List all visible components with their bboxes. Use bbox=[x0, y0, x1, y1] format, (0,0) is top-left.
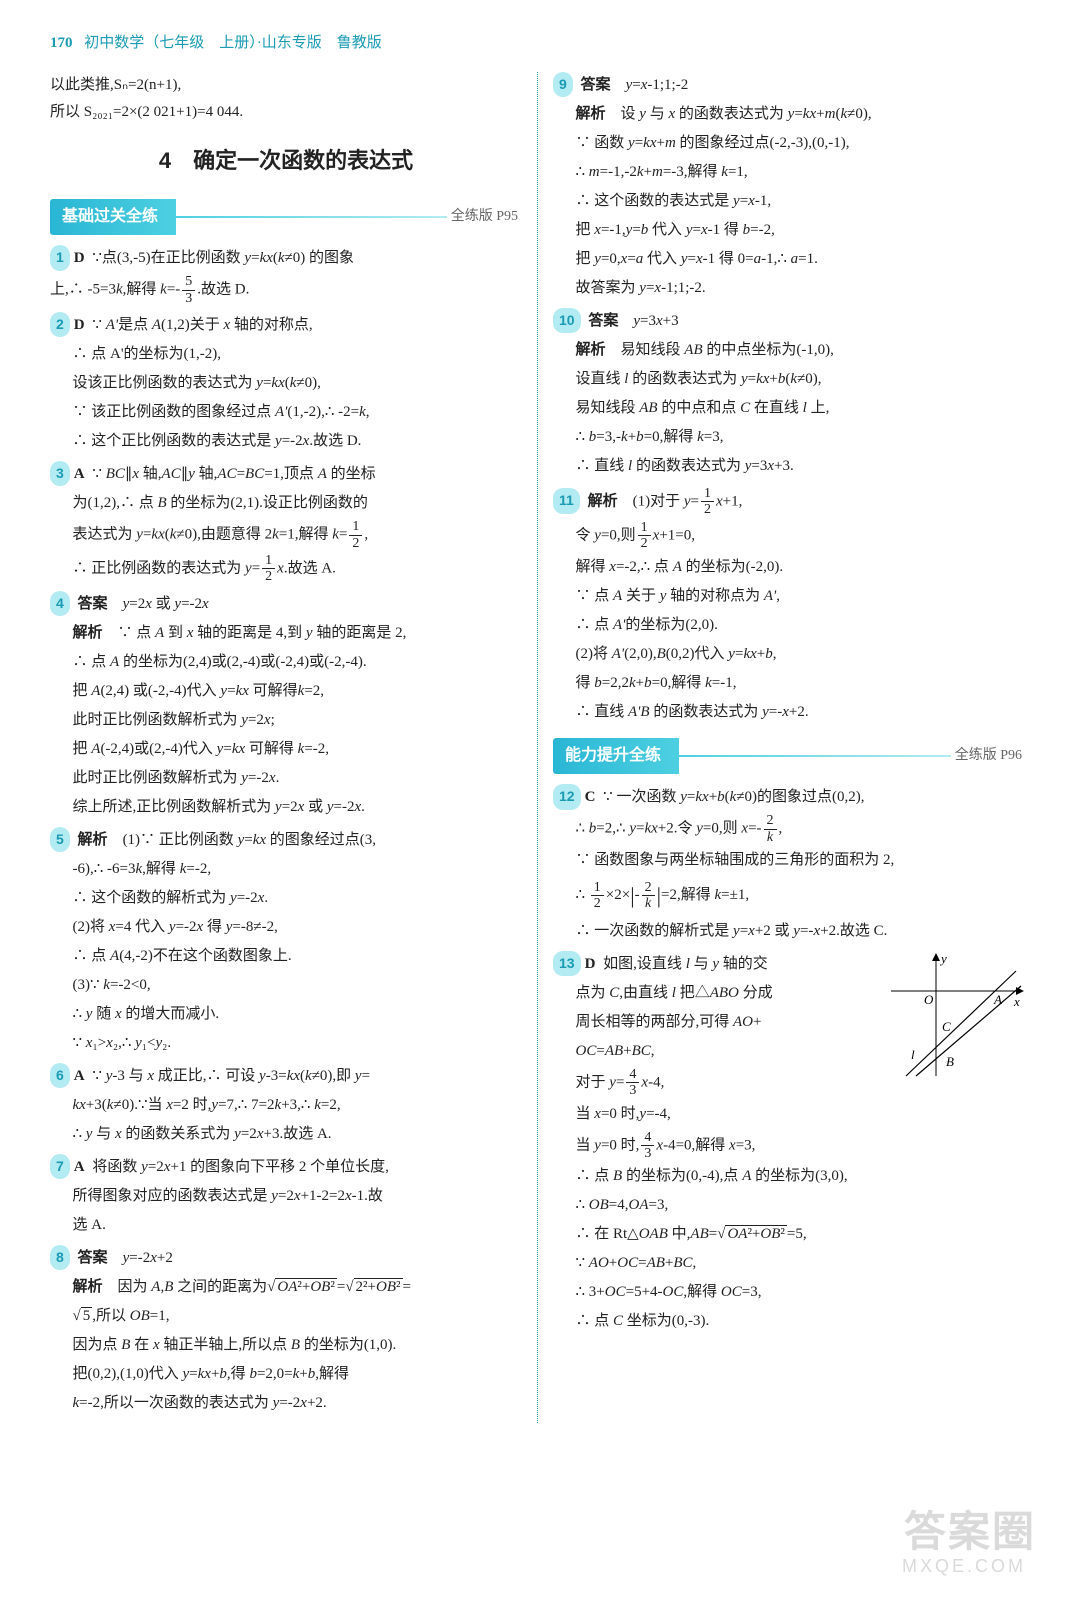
axis-x-label: x bbox=[1013, 994, 1020, 1009]
answer-letter: C bbox=[585, 789, 596, 805]
question-6: 6A ∵ y-3 与 x 成正比,∴ 可设 y-3=kx(k≠0),即 y= k… bbox=[50, 1063, 522, 1148]
question-9: 9 答案 y=x-1;1;-2 解析 设 y 与 x 的函数表达式为 y=kx+… bbox=[553, 72, 1026, 302]
origin-label: O bbox=[924, 992, 934, 1007]
answer-letter: A bbox=[74, 466, 85, 482]
question-1: 1D ∵点(3,-5)在正比例函数 y=kx(k≠0) 的图象 上,∴ -5=3… bbox=[50, 245, 522, 306]
line: ∴ 点 A'的坐标为(1,-2), bbox=[50, 341, 522, 368]
label: 答案 bbox=[78, 596, 108, 612]
question-5: 5 解析 (1)∵ 正比例函数 y=kx 的图象经过点(3, -6),∴ -6=… bbox=[50, 827, 522, 1057]
intro-line: 以此类推,Sₙ=2(n+1), bbox=[50, 72, 522, 99]
banner-label: 基础过关全练 bbox=[50, 199, 176, 236]
q-badge: 11 bbox=[553, 488, 580, 513]
q-badge: 7 bbox=[50, 1154, 70, 1179]
q-badge: 12 bbox=[553, 784, 581, 809]
banner-ref: 全练版 P96 bbox=[951, 743, 1026, 768]
label: 解析 bbox=[588, 493, 618, 509]
q-badge: 5 bbox=[50, 827, 70, 852]
label: 解析 bbox=[78, 832, 108, 848]
answer-letter: A bbox=[74, 1068, 85, 1084]
answer-letter: A bbox=[74, 1159, 85, 1175]
intro-line: 所以 S₂₀₂₁=2×(2 021+1)=4 044. bbox=[50, 99, 522, 126]
answer-letter: D bbox=[74, 250, 85, 266]
answer-letter: D bbox=[74, 317, 85, 333]
question-3: 3A ∵ BC∥x 轴,AC∥y 轴,AC=BC=1,顶点 A 的坐标 为(1,… bbox=[50, 461, 522, 585]
line-l-label: l bbox=[911, 1047, 915, 1062]
label: 答案 bbox=[581, 77, 611, 93]
banner-line bbox=[679, 755, 951, 757]
page-header: 170 初中数学（七年级 上册）·山东专版 鲁教版 bbox=[50, 30, 1026, 57]
answer-letter: D bbox=[585, 956, 596, 972]
banner-label: 能力提升全练 bbox=[553, 738, 679, 775]
point-a-label: A bbox=[993, 992, 1002, 1007]
ability-banner: 能力提升全练 全练版 P96 bbox=[553, 738, 1026, 775]
point-c-label: C bbox=[942, 1019, 951, 1034]
jiexi-label: 解析 bbox=[576, 342, 606, 358]
q-badge: 4 bbox=[50, 591, 70, 616]
question-12: 12C ∵ 一次函数 y=kx+b(k≠0)的图象过点(0,2), ∴ b=2,… bbox=[553, 784, 1026, 944]
header-title: 初中数学（七年级 上册）·山东专版 鲁教版 bbox=[84, 35, 382, 51]
q-badge: 1 bbox=[50, 245, 70, 270]
question-4: 4 答案 y=2x 或 y=-2x 解析 ∵ 点 A 到 x 轴的距离是 4,到… bbox=[50, 591, 522, 821]
q-badge: 10 bbox=[553, 308, 581, 333]
watermark-main: 答案圈 bbox=[904, 1494, 1036, 1570]
left-column: 以此类推,Sₙ=2(n+1), 所以 S₂₀₂₁=2×(2 021+1)=4 0… bbox=[50, 72, 538, 1423]
question-2: 2D ∵ A'是点 A(1,2)关于 x 轴的对称点, ∴ 点 A'的坐标为(1… bbox=[50, 312, 522, 455]
q-badge: 2 bbox=[50, 312, 70, 337]
question-11: 11 解析 (1)对于 y=12x+1, 令 y=0,则12x+1=0, 解得 … bbox=[553, 486, 1026, 726]
page-number: 170 bbox=[50, 35, 73, 51]
banner-line bbox=[176, 216, 447, 218]
q-badge: 6 bbox=[50, 1063, 70, 1088]
label: 答案 bbox=[78, 1250, 108, 1266]
axis-y-label: y bbox=[939, 951, 947, 966]
banner-ref: 全练版 P95 bbox=[447, 204, 522, 229]
question-10: 10 答案 y=3x+3 解析 易知线段 AB 的中点坐标为(-1,0), 设直… bbox=[553, 308, 1026, 480]
q-badge: 13 bbox=[553, 951, 581, 976]
label: 答案 bbox=[588, 313, 618, 329]
jiexi-label: 解析 bbox=[576, 106, 606, 122]
question-13: y x O A C B l 13D 如图,设直线 l 与 y 轴的交 点为 C,… bbox=[553, 951, 1026, 1336]
watermark-sub: MXQE.COM bbox=[902, 1550, 1026, 1582]
section-title: 4 确定一次函数的表达式 bbox=[50, 141, 522, 181]
right-column: 9 答案 y=x-1;1;-2 解析 设 y 与 x 的函数表达式为 y=kx+… bbox=[538, 72, 1026, 1423]
coordinate-diagram: y x O A C B l bbox=[886, 951, 1026, 1081]
basic-banner: 基础过关全练 全练版 P95 bbox=[50, 199, 522, 236]
jiexi-label: 解析 bbox=[73, 625, 103, 641]
question-8: 8 答案 y=-2x+2 解析 因为 A,B 之间的距离为OA²+OB²=2²+… bbox=[50, 1245, 522, 1417]
q-badge: 3 bbox=[50, 461, 70, 486]
jiexi-label: 解析 bbox=[73, 1279, 103, 1295]
q-badge: 9 bbox=[553, 72, 573, 97]
point-b-label: B bbox=[946, 1054, 954, 1069]
two-column-layout: 以此类推,Sₙ=2(n+1), 所以 S₂₀₂₁=2×(2 021+1)=4 0… bbox=[50, 72, 1026, 1423]
question-7: 7A 将函数 y=2x+1 的图象向下平移 2 个单位长度, 所得图象对应的函数… bbox=[50, 1154, 522, 1239]
q-badge: 8 bbox=[50, 1245, 70, 1270]
